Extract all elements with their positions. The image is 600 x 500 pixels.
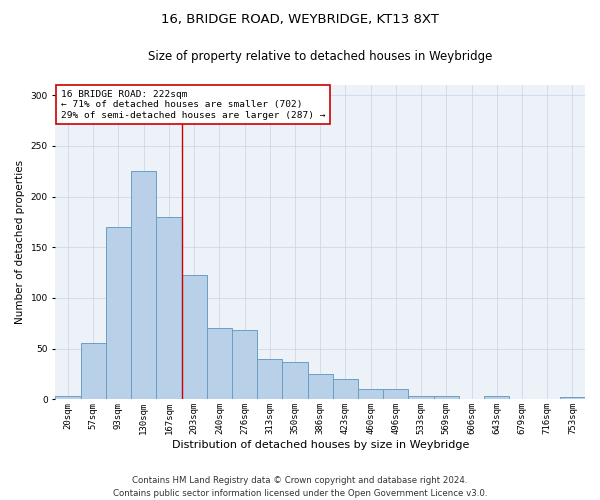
Bar — [207, 328, 232, 400]
X-axis label: Distribution of detached houses by size in Weybridge: Distribution of detached houses by size … — [172, 440, 469, 450]
Bar — [157, 217, 182, 400]
Bar — [80, 342, 106, 400]
Bar — [560, 398, 585, 400]
Bar — [383, 390, 409, 400]
Bar — [55, 396, 80, 400]
Text: 16 BRIDGE ROAD: 222sqm
← 71% of detached houses are smaller (702)
29% of semi-de: 16 BRIDGE ROAD: 222sqm ← 71% of detached… — [61, 90, 325, 120]
Y-axis label: Number of detached properties: Number of detached properties — [15, 160, 25, 324]
Bar — [131, 171, 157, 400]
Title: Size of property relative to detached houses in Weybridge: Size of property relative to detached ho… — [148, 50, 493, 63]
Text: 16, BRIDGE ROAD, WEYBRIDGE, KT13 8XT: 16, BRIDGE ROAD, WEYBRIDGE, KT13 8XT — [161, 12, 439, 26]
Bar — [283, 362, 308, 400]
Bar — [232, 330, 257, 400]
Text: Contains HM Land Registry data © Crown copyright and database right 2024.
Contai: Contains HM Land Registry data © Crown c… — [113, 476, 487, 498]
Bar — [434, 396, 459, 400]
Bar — [106, 227, 131, 400]
Bar — [308, 374, 333, 400]
Bar — [484, 396, 509, 400]
Bar — [257, 359, 283, 400]
Bar — [333, 379, 358, 400]
Bar — [182, 274, 207, 400]
Bar — [409, 396, 434, 400]
Bar — [358, 390, 383, 400]
